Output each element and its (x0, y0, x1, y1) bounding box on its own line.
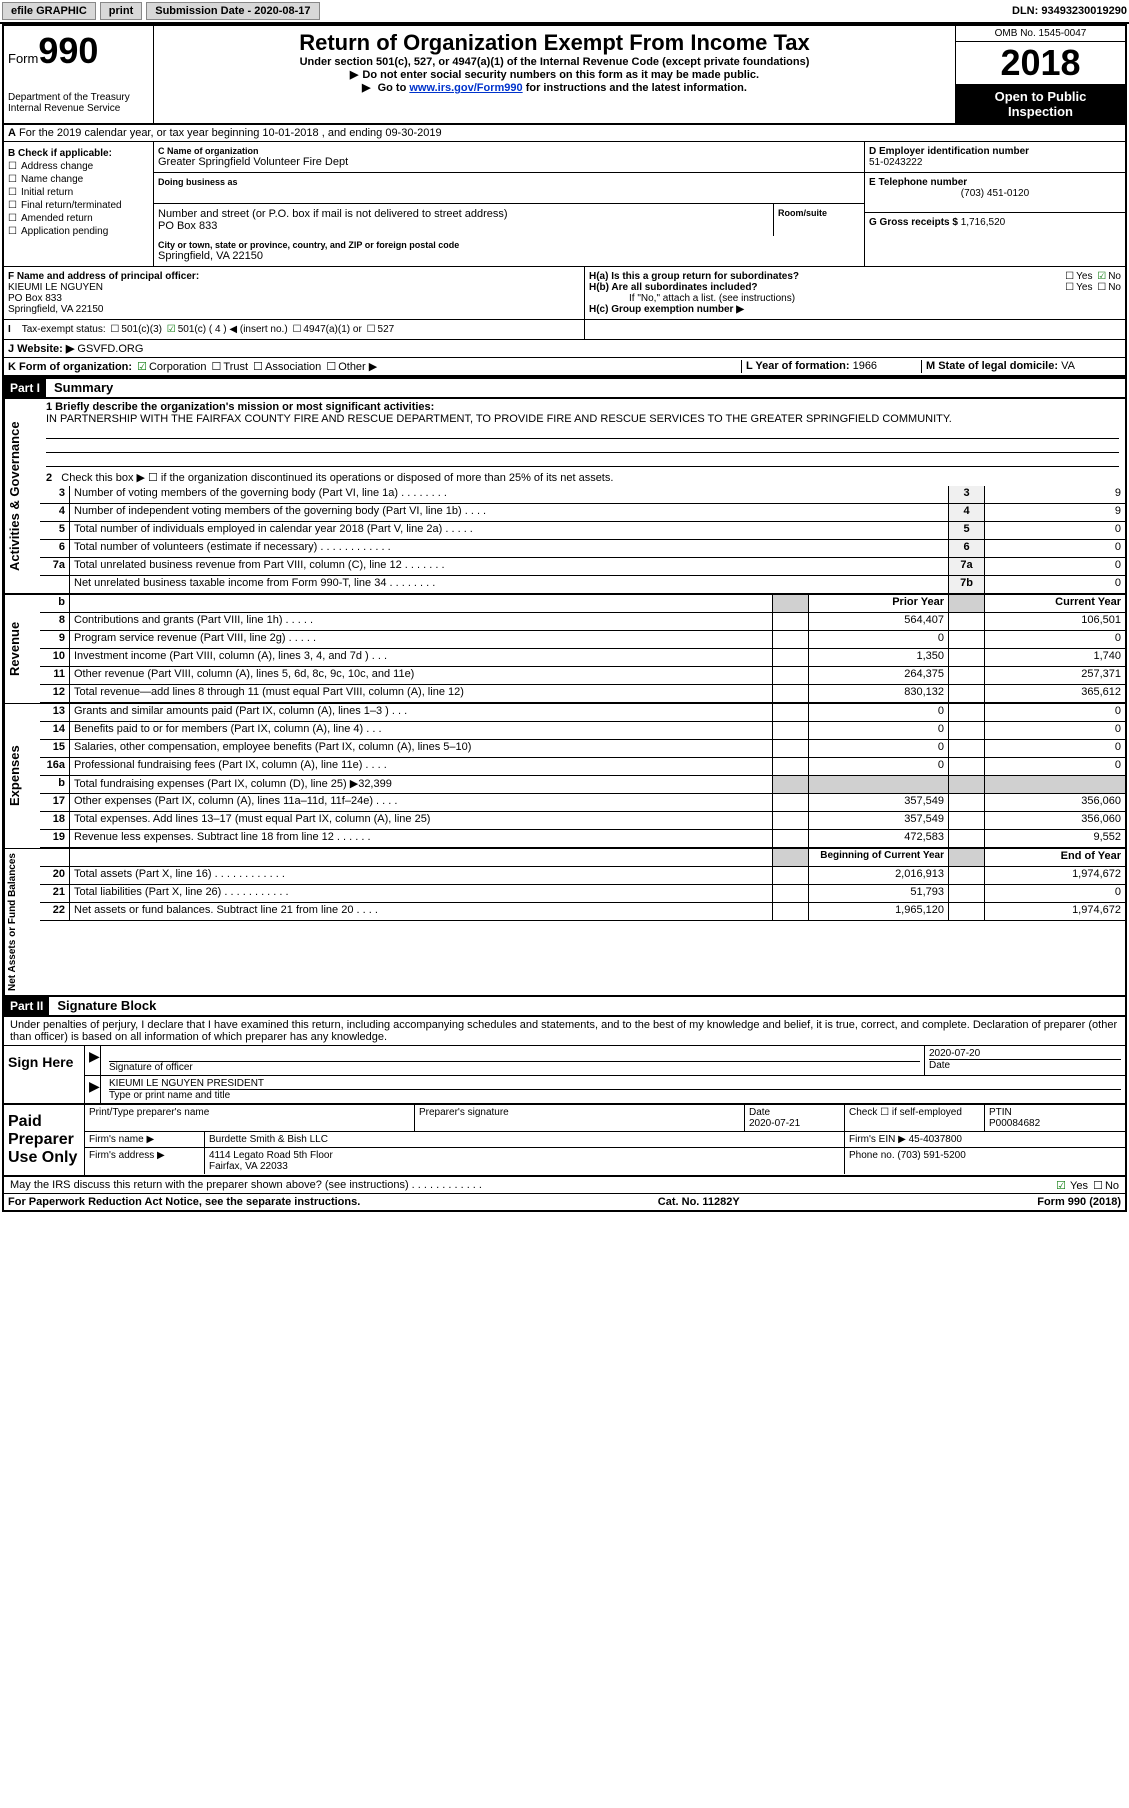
vert-net-assets: Net Assets or Fund Balances (4, 849, 40, 995)
line-17: 17Other expenses (Part IX, column (A), l… (40, 794, 1125, 812)
row-j-website: J Website: ▶ GSVFD.ORG (4, 340, 1125, 358)
part2-header: Part IISignature Block (4, 995, 1125, 1017)
line-3: 3Number of voting members of the governi… (40, 486, 1125, 504)
room-suite-label: Room/suite (774, 204, 864, 236)
org-name: Greater Springfield Volunteer Fire Dept (158, 156, 860, 168)
paid-preparer-block: Paid Preparer Use Only Print/Type prepar… (4, 1104, 1125, 1176)
line-18: 18Total expenses. Add lines 13–17 (must … (40, 812, 1125, 830)
col-b-checkboxes: B Check if applicable: Address change Na… (4, 142, 154, 266)
form-word: Form (8, 51, 38, 66)
dept-label: Department of the Treasury Internal Reve… (8, 92, 149, 114)
line-13: 13Grants and similar amounts paid (Part … (40, 704, 1125, 722)
check-initial-return[interactable]: Initial return (8, 187, 149, 198)
vert-activities-governance: Activities & Governance (4, 399, 40, 594)
row-a-tax-year: A For the 2019 calendar year, or tax yea… (4, 125, 1125, 142)
line-9: 9Program service revenue (Part VIII, lin… (40, 631, 1125, 649)
self-employed-check[interactable]: Check ☐ if self-employed (845, 1105, 985, 1131)
line-21: 21Total liabilities (Part X, line 26) . … (40, 885, 1125, 903)
dba-label: Doing business as (158, 177, 860, 187)
vert-revenue: Revenue (4, 595, 40, 703)
firm-phone: (703) 591-5200 (897, 1150, 965, 1161)
print-button[interactable]: print (100, 2, 142, 20)
tax-year: 2018 (956, 42, 1125, 85)
sign-date: 2020-07-20 (929, 1048, 980, 1059)
perjury-declaration: Under penalties of perjury, I declare th… (4, 1017, 1125, 1045)
na-header-row: Beginning of Current YearEnd of Year (40, 849, 1125, 867)
line-22: 22Net assets or fund balances. Subtract … (40, 903, 1125, 921)
row-h: H(a) Is this a group return for subordin… (585, 267, 1125, 319)
form990-link[interactable]: www.irs.gov/Form990 (409, 82, 522, 94)
check-name-change[interactable]: Name change (8, 174, 149, 185)
row-f-officer: F Name and address of principal officer:… (4, 267, 585, 319)
part1-header: Part ISummary (4, 377, 1125, 399)
cat-no: Cat. No. 11282Y (658, 1196, 740, 1208)
col-header-row: bPrior YearCurrent Year (40, 595, 1125, 613)
col-c-org-info: C Name of organizationGreater Springfiel… (154, 142, 865, 266)
line-14: 14Benefits paid to or for members (Part … (40, 722, 1125, 740)
line-11: 11Other revenue (Part VIII, column (A), … (40, 667, 1125, 685)
check-final-return[interactable]: Final return/terminated (8, 200, 149, 211)
line-8: 8Contributions and grants (Part VIII, li… (40, 613, 1125, 631)
check-amended-return[interactable]: Amended return (8, 213, 149, 224)
line-1-mission: 1 Briefly describe the organization's mi… (40, 399, 1125, 469)
line-12: 12Total revenue—add lines 8 through 11 (… (40, 685, 1125, 703)
line-15: 15Salaries, other compensation, employee… (40, 740, 1125, 758)
org-city: Springfield, VA 22150 (158, 250, 860, 262)
phone-value: (703) 451-0120 (869, 188, 1121, 199)
line-16a: 16aProfessional fundraising fees (Part I… (40, 758, 1125, 776)
year-formation: 1966 (853, 360, 877, 372)
line-6: 6Total number of volunteers (estimate if… (40, 540, 1125, 558)
col-d-ein-phone: D Employer identification number51-02432… (865, 142, 1125, 266)
line-4: 4Number of independent voting members of… (40, 504, 1125, 522)
line-cont: Net unrelated business taxable income fr… (40, 576, 1125, 594)
public-inspection: Open to PublicInspection (956, 85, 1125, 123)
state-domicile: VA (1061, 360, 1075, 372)
gross-receipts: 1,716,520 (961, 217, 1006, 228)
org-address: PO Box 833 (158, 220, 769, 232)
firm-address: 4114 Legato Road 5th Floor (209, 1150, 333, 1161)
form-990: Form990 Department of the Treasury Inter… (2, 24, 1127, 1212)
dln-label: DLN: 93493230019290 (1012, 5, 1127, 17)
ptin-value: P00084682 (989, 1118, 1040, 1129)
efile-button[interactable]: efile GRAPHIC (2, 2, 96, 20)
topbar: efile GRAPHIC print Submission Date - 20… (0, 0, 1129, 24)
instruction-2: Go to www.irs.gov/Form990 for instructio… (158, 81, 951, 94)
check-application-pending[interactable]: Application pending (8, 226, 149, 237)
row-k-org-form: K Form of organization: Corporation Trus… (4, 358, 1125, 377)
line-5: 5Total number of individuals employed in… (40, 522, 1125, 540)
omb-number: OMB No. 1545-0047 (956, 26, 1125, 42)
sign-here-block: Sign Here ▶ Signature of officer 2020-07… (4, 1045, 1125, 1104)
page-footer: For Paperwork Reduction Act Notice, see … (4, 1193, 1125, 1210)
line-10: 10Investment income (Part VIII, column (… (40, 649, 1125, 667)
ein-value: 51-0243222 (869, 157, 1121, 168)
form-header: Form990 Department of the Treasury Inter… (4, 26, 1125, 125)
instruction-1: Do not enter social security numbers on … (158, 68, 951, 81)
website-value: GSVFD.ORG (77, 343, 143, 355)
discuss-return-row: May the IRS discuss this return with the… (4, 1176, 1125, 1193)
officer-name-title: KIEUMI LE NGUYEN PRESIDENT (109, 1078, 264, 1089)
submission-date-button[interactable]: Submission Date - 2020-08-17 (146, 2, 319, 20)
form-number: 990 (38, 30, 98, 71)
row-i-tax-status: I Tax-exempt status: 501(c)(3) 501(c) ( … (4, 320, 585, 339)
line-b: bTotal fundraising expenses (Part IX, co… (40, 776, 1125, 794)
firm-ein: 45-4037800 (909, 1134, 962, 1145)
firm-name: Burdette Smith & Bish LLC (205, 1132, 845, 1147)
line-7a: 7aTotal unrelated business revenue from … (40, 558, 1125, 576)
vert-expenses: Expenses (4, 704, 40, 848)
form-title: Return of Organization Exempt From Incom… (158, 30, 951, 56)
line-20: 20Total assets (Part X, line 16) . . . .… (40, 867, 1125, 885)
check-address-change[interactable]: Address change (8, 161, 149, 172)
line-19: 19Revenue less expenses. Subtract line 1… (40, 830, 1125, 848)
line-2-check: 2 Check this box ▶ ☐ if the organization… (40, 469, 1125, 486)
prep-date: 2020-07-21 (749, 1118, 800, 1129)
form-subtitle: Under section 501(c), 527, or 4947(a)(1)… (158, 56, 951, 68)
